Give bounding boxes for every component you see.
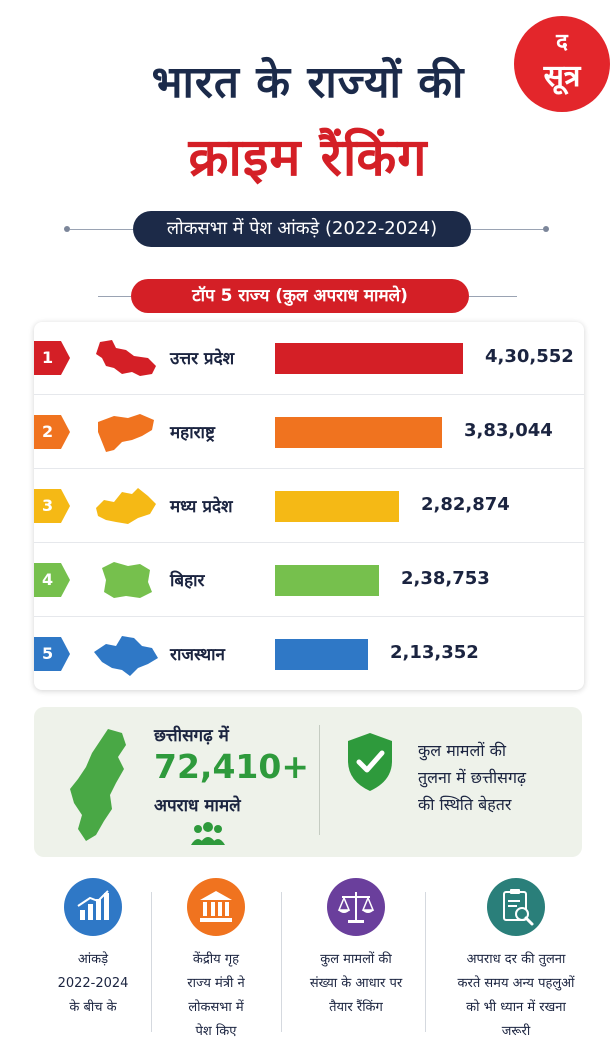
subtitle-line-right (471, 229, 543, 230)
comparison-line: तुलना में छत्तीसगढ़ (418, 768, 526, 787)
footer-item-data-period: आंकड़े 2022-2024 के बीच के (18, 878, 168, 1020)
rank-badge: 3 (34, 489, 70, 523)
rank-badge: 2 (34, 415, 70, 449)
comparison-line: की स्थिति बेहतर (418, 795, 512, 814)
clipboard-search-icon (487, 878, 545, 936)
subtitle-line-left (70, 229, 133, 230)
footer-separator (425, 892, 426, 1032)
section-line-left (98, 296, 131, 297)
government-building-icon (187, 878, 245, 936)
footer-line: आंकड़े (77, 952, 109, 967)
value-label: 3,83,044 (464, 420, 553, 441)
the-sootr-logo: द सूत्र (514, 16, 610, 112)
footer-line: राज्य मंत्री ने (187, 976, 245, 991)
madhya-pradesh-map-icon (96, 488, 156, 524)
section-line-right (469, 296, 517, 297)
comparison-line: कुल मामलों की (418, 741, 507, 760)
footer-line: कुल मामलों की (320, 952, 392, 967)
title-line-1: भारत के राज्यों की (151, 57, 465, 108)
value-label: 2,82,874 (421, 494, 510, 515)
logo-line-2: सूत्र (543, 59, 581, 94)
rajasthan-map-icon (94, 636, 158, 676)
ranking-row: 3 मध्य प्रदेश 2,82,874 (34, 470, 584, 543)
bar (275, 639, 368, 670)
ranking-row: 5 राजस्थान 2,13,352 (34, 618, 584, 691)
footer-line: पेश किए (195, 1024, 237, 1039)
value-label: 2,38,753 (401, 568, 490, 589)
state-label: महाराष्ट्र (170, 423, 215, 443)
decor-dot-left (64, 226, 70, 232)
bar-chart-icon (64, 878, 122, 936)
footer-line: संख्या के आधार पर (309, 976, 403, 991)
bar (275, 417, 442, 448)
footer-line: को भी ध्यान में रखना (466, 1000, 566, 1015)
footer-separator (151, 892, 152, 1032)
state-label: बिहार (170, 571, 205, 591)
card-divider (319, 725, 320, 835)
footer-line: जरूरी (501, 1024, 531, 1039)
ranking-chart: 1 उत्तर प्रदेश 4,30,552 2 महाराष्ट्र 3,8… (34, 322, 584, 690)
footer-line: तैयार रैंकिंग (329, 1000, 383, 1015)
state-label: राजस्थान (170, 645, 225, 665)
bar (275, 491, 399, 522)
chhattisgarh-map-icon (70, 729, 126, 841)
value-label: 4,30,552 (485, 346, 574, 367)
ranking-row: 1 उत्तर प्रदेश 4,30,552 (34, 322, 584, 395)
footer-separator (281, 892, 282, 1032)
crime-cases-label: अपराध मामले (154, 796, 241, 816)
footer-line: करते समय अन्य पहलुओं (457, 976, 575, 991)
uttar-pradesh-map-icon (96, 340, 156, 376)
chhattisgarh-count: 72,410+ (154, 747, 309, 786)
footer-item-ranking-basis: कुल मामलों की संख्या के आधार पर तैयार रै… (281, 878, 431, 1020)
state-label: मध्य प्रदेश (170, 497, 233, 517)
rank-badge: 1 (34, 341, 70, 375)
decor-dot-right (543, 226, 549, 232)
bar (275, 343, 463, 374)
title-line-2: क्राइम रैंकिंग (188, 128, 428, 188)
maharashtra-map-icon (98, 414, 154, 452)
rank-badge: 5 (34, 637, 70, 671)
top5-pill: टॉप 5 राज्य (कुल अपराध मामले) (131, 279, 469, 313)
bar (275, 565, 379, 596)
footer-line: के बीच के (69, 1000, 117, 1015)
value-label: 2,13,352 (390, 642, 479, 663)
bihar-map-icon (102, 562, 152, 598)
logo-line-1: द (556, 30, 568, 55)
footer-line: केंद्रीय गृह (192, 952, 240, 967)
footer-line: 2022-2024 (57, 976, 129, 991)
people-group-icon (191, 822, 225, 845)
state-label: उत्तर प्रदेश (170, 349, 235, 369)
ranking-row: 4 बिहार 2,38,753 (34, 544, 584, 617)
footer-item-minister: केंद्रीय गृह राज्य मंत्री ने लोकसभा में … (141, 878, 291, 1044)
footer-line: लोकसभा में (188, 1000, 244, 1015)
scales-icon (327, 878, 385, 936)
rank-badge: 4 (34, 563, 70, 597)
comparison-text: कुल मामलों की तुलना में छत्तीसगढ़ की स्थ… (418, 737, 568, 818)
footer-line: अपराध दर की तुलना (466, 952, 566, 967)
chhattisgarh-card: छत्तीसगढ़ में 72,410+ अपराध मामले कुल मा… (34, 707, 582, 857)
ranking-row: 2 महाराष्ट्र 3,83,044 (34, 396, 584, 469)
shield-check-icon (348, 733, 392, 791)
footer-item-note: अपराध दर की तुलना करते समय अन्य पहलुओं क… (432, 878, 600, 1044)
subtitle-pill: लोकसभा में पेश आंकड़े (2022-2024) (133, 211, 471, 247)
chhattisgarh-label: छत्तीसगढ़ में (154, 726, 229, 746)
